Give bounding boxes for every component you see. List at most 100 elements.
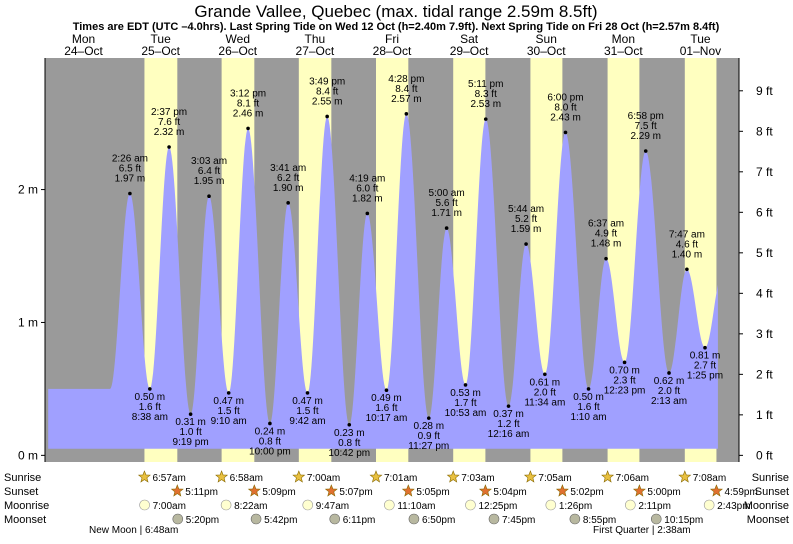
tide-point: [246, 126, 250, 131]
sunset-icon: [401, 484, 415, 497]
tide-label: 2.57 m: [391, 94, 422, 105]
sunset-icon: [478, 484, 492, 497]
moonset-time: 7:45pm: [502, 515, 535, 526]
tide-label: 0.47 m: [213, 396, 244, 407]
row-label-right: Sunset: [755, 486, 789, 498]
tide-label: 9:42 am: [289, 416, 325, 427]
day-date: 27–Oct: [296, 44, 335, 58]
tide-label: 1.95 m: [194, 176, 225, 187]
tide-label: 0.50 m: [135, 392, 166, 403]
sunset-icon: [170, 484, 184, 497]
sunset-time: 4:59pm: [724, 487, 757, 498]
tide-label: 2.32 m: [154, 127, 185, 138]
tide-label: 3:12 pm: [230, 88, 266, 99]
moonset-icon: [569, 513, 581, 525]
moonrise-time: 11:10am: [397, 501, 435, 512]
sunset-icon: [555, 484, 569, 497]
tide-label: 6.5 ft: [119, 164, 141, 175]
row-label-left: Sunrise: [4, 472, 41, 484]
tide-label: 2:26 am: [112, 154, 148, 165]
tide-label: 0.23 m: [334, 428, 365, 439]
row-label-left: Sunset: [4, 486, 38, 498]
right-tick-label: 5 ft: [756, 246, 773, 260]
tide-label: 0.8 ft: [338, 438, 360, 449]
moonrise-time: 2:43pm: [717, 501, 750, 512]
moonrise-time: 12:25pm: [478, 501, 517, 512]
moonrise-time: 8:22am: [234, 501, 267, 512]
tide-label: 0.50 m: [573, 392, 604, 403]
moonrise-icon: [465, 499, 476, 511]
sunrise-icon: [215, 470, 229, 483]
tide-point: [188, 412, 193, 416]
sunset-time: 5:09pm: [262, 487, 295, 498]
tide-point: [703, 345, 707, 350]
row-label-left: Moonrise: [4, 500, 49, 512]
tide-label: 10:17 am: [366, 413, 408, 424]
tide-label: 2.53 m: [470, 99, 501, 110]
sunset-time: 5:05pm: [416, 487, 449, 498]
tide-label: 1.59 m: [511, 224, 542, 235]
tide-label: 2.0 ft: [658, 386, 680, 397]
tide-label: 11:27 pm: [408, 441, 449, 452]
sunrise-icon: [523, 470, 537, 483]
sunset-icon: [247, 484, 261, 497]
tide-label: 8.0 ft: [554, 102, 576, 113]
tide-label: 0.49 m: [371, 393, 402, 404]
tide-label: 2.3 ft: [613, 375, 635, 386]
sunset-time: 5:02pm: [570, 487, 603, 498]
right-tick-label: 4 ft: [756, 286, 773, 300]
sunrise-time: 7:00am: [307, 473, 340, 484]
tide-point: [667, 371, 671, 375]
tide-point: [483, 117, 488, 121]
moonrise-icon: [139, 499, 150, 511]
tide-point: [167, 145, 171, 149]
moonrise-time: 2:11pm: [638, 501, 671, 512]
day-name: Fri: [385, 32, 399, 46]
day-name: Sat: [460, 32, 479, 46]
tide-label: 3:03 am: [191, 156, 227, 167]
tide-point: [268, 421, 272, 426]
tide-label: 1.2 ft: [497, 419, 519, 430]
moonrise-icon: [703, 499, 715, 511]
tide-label: 1.48 m: [591, 239, 622, 250]
tide-label: 1.82 m: [352, 193, 383, 204]
tide-label: 0.24 m: [255, 426, 286, 437]
moonset-time: 8:55pm: [583, 515, 616, 526]
tide-point: [347, 422, 352, 427]
moonrise-time: 7:00am: [153, 501, 186, 512]
moonset-icon: [329, 513, 341, 525]
tide-label: 1:25 pm: [687, 371, 723, 382]
tide-label: 7.5 ft: [635, 121, 657, 132]
tide-point: [404, 112, 409, 116]
day-date: 26–Oct: [218, 44, 257, 58]
tide-label: 1.6 ft: [139, 402, 161, 413]
sunrise-icon: [292, 470, 306, 483]
right-tick-label: 2 ft: [756, 367, 773, 381]
right-tick-label: 6 ft: [756, 205, 773, 219]
tide-point: [226, 391, 231, 395]
tide-label: 8.3 ft: [475, 89, 497, 100]
moonset-icon: [250, 513, 262, 525]
tide-label: 12:16 am: [488, 429, 530, 440]
moonrise-icon: [545, 499, 557, 511]
day-name: Mon: [72, 32, 95, 46]
day-date: 31–Oct: [604, 44, 643, 58]
sunset-time: 5:07pm: [339, 487, 372, 498]
tide-label: 0.62 m: [654, 376, 685, 387]
tide-label: 11:34 am: [524, 397, 565, 408]
tide-point: [148, 387, 152, 391]
day-name: Mon: [612, 32, 635, 46]
tide-label: 1.0 ft: [179, 427, 201, 438]
right-tick-label: 7 ft: [756, 165, 773, 179]
tide-label: 0.9 ft: [418, 431, 440, 442]
moonset-time: 6:50pm: [422, 515, 455, 526]
row-label-right: Moonset: [747, 514, 789, 526]
moonrise-time: 1:26pm: [559, 501, 592, 512]
day-name: Tue: [690, 32, 711, 46]
tide-label: 5.6 ft: [435, 198, 457, 209]
tide-label: 12:23 pm: [604, 385, 646, 396]
left-tick-label: 2 m: [18, 183, 38, 197]
tide-label: 4:19 am: [349, 173, 385, 184]
tide-label: 1.5 ft: [218, 406, 240, 417]
